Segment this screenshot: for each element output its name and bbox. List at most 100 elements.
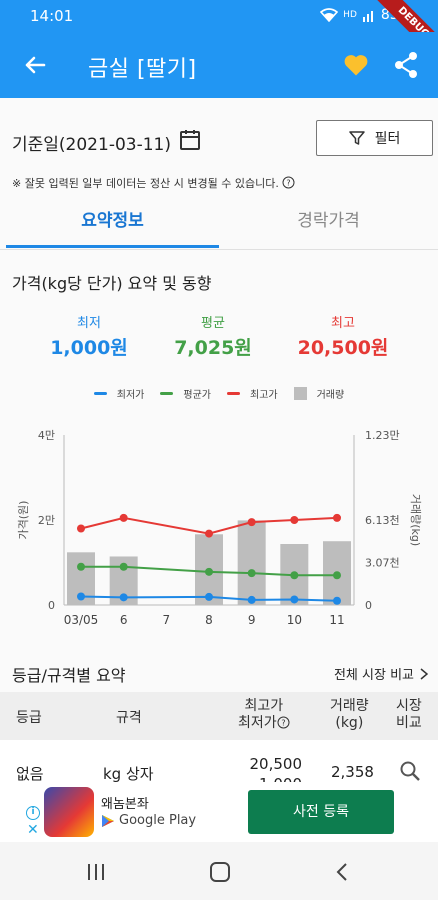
data-point [119, 562, 128, 571]
stat-min-label: 최저 [77, 316, 101, 331]
legend-max-swatch [227, 392, 240, 395]
grade-table-header: 등급 규격 최고가 최저가? 거래량 (kg) 시장 비교 [0, 692, 438, 740]
status-time: 14:01 [30, 7, 74, 25]
x-tick-label: 9 [248, 613, 256, 627]
table-row[interactable]: 없음 kg 상자 20,500 1,000 2,358 [0, 740, 438, 788]
data-point [290, 516, 299, 524]
legend-volume-swatch [293, 387, 307, 400]
x-tick-label: 10 [287, 613, 302, 627]
legend-min[interactable]: 최저가 [93, 386, 144, 401]
data-point [247, 569, 256, 578]
ad-info-icon[interactable]: i [26, 806, 40, 820]
wifi-icon [320, 8, 339, 22]
filter-icon [348, 131, 365, 145]
tab-auction-price[interactable]: 경락가격 [297, 211, 360, 231]
series-line [80, 595, 338, 602]
row-grade: 없음 [16, 765, 44, 783]
ad-title: 왜놈본좌 [101, 797, 149, 812]
home-icon[interactable] [209, 862, 231, 882]
pre-register-button[interactable]: 사전 등록 [248, 790, 394, 834]
data-point [333, 571, 341, 580]
ad-app-logo[interactable] [44, 787, 94, 837]
date-filter-bar: 기준일(2021-03-11) 필터 [0, 98, 438, 166]
calendar-icon[interactable] [178, 128, 202, 152]
google-play-icon [102, 814, 114, 827]
stat-avg-value: 7,025원 [174, 337, 252, 359]
y-left-axis-label: 가격(원) [17, 501, 30, 540]
svg-text:?: ? [287, 179, 291, 188]
data-point [205, 529, 213, 538]
legend-volume[interactable]: 거래량 [293, 386, 344, 401]
legend-avg-swatch [160, 392, 174, 395]
recent-apps-icon[interactable] [86, 863, 106, 881]
y-right-axis-label: 거래량(kg) [409, 494, 422, 546]
header-price: 최고가 최저가? [238, 698, 290, 732]
back-nav-icon[interactable] [335, 862, 349, 882]
stat-avg: 평균 7,025원 [153, 312, 273, 360]
row-volume: 2,358 [331, 763, 374, 781]
stat-max-label: 최고 [331, 316, 355, 331]
header-market: 시장 비교 [396, 698, 422, 731]
search-icon[interactable] [399, 760, 421, 782]
app-bar: 금실 [딸기] [0, 32, 438, 98]
data-point [333, 596, 341, 605]
chevron-right-icon [420, 667, 428, 680]
nav-bar [0, 842, 438, 900]
y-right-tick-label: 0 [365, 599, 372, 612]
data-point [205, 567, 213, 576]
data-point [333, 513, 341, 522]
stat-max: 최고 20,500원 [283, 312, 403, 360]
page-title: 금실 [딸기] [88, 57, 197, 82]
notice-text: ※ 잘못 입력된 일부 데이터는 정산 시 변경될 수 있습니다. ? [12, 175, 295, 191]
signal-icon [362, 11, 373, 22]
x-tick-label: 03/05 [64, 613, 99, 627]
data-point [119, 513, 128, 522]
header-volume: 거래량 (kg) [330, 698, 369, 731]
y-right-tick-label: 1.23만 [365, 429, 400, 442]
heart-icon[interactable] [342, 51, 370, 79]
ad-store: Google Play [101, 813, 196, 828]
data-point [77, 562, 85, 571]
ad-banner[interactable]: i ✕ 왜놈본좌 Google Play 사전 등록 [0, 782, 438, 842]
grade-title: 등급/규격별 요약 [12, 666, 126, 685]
ad-close-icon[interactable]: ✕ [27, 822, 39, 838]
stat-avg-label: 평균 [201, 316, 225, 331]
share-icon[interactable] [393, 50, 419, 80]
y-left-tick-label: 0 [48, 599, 55, 612]
x-tick-label: 6 [120, 613, 128, 627]
x-tick-label: 11 [329, 613, 344, 627]
row-spec: kg 상자 [103, 765, 154, 783]
legend-max[interactable]: 최고가 [227, 386, 278, 401]
filter-label: 필터 [374, 131, 401, 147]
y-left-tick-label: 2만 [38, 514, 55, 527]
tab-bar: 요약정보 경락가격 [0, 198, 438, 250]
tab-summary[interactable]: 요약정보 [6, 198, 219, 248]
price-help-icon[interactable]: ? [277, 716, 290, 729]
x-tick-label: 7 [163, 613, 171, 627]
data-point [205, 592, 213, 601]
data-point [77, 592, 85, 601]
help-icon[interactable]: ? [282, 176, 295, 189]
legend-min-swatch [93, 392, 107, 395]
x-tick-label: 8 [205, 613, 213, 627]
data-point [247, 518, 256, 527]
chart-legend: 최저가 평균가 최고가 거래량 [0, 386, 438, 401]
base-date: 기준일(2021-03-11) [12, 135, 171, 155]
data-point [290, 571, 299, 580]
status-bar: 14:01 HD 85% DEBUG [0, 0, 438, 69]
data-point [290, 595, 299, 604]
legend-avg[interactable]: 평균가 [160, 386, 211, 401]
compare-link[interactable]: 전체 시장 비교 [334, 664, 428, 683]
filter-button[interactable]: 필터 [316, 120, 433, 156]
data-point [119, 593, 128, 602]
data-point [247, 595, 256, 604]
svg-text:?: ? [281, 719, 285, 728]
stat-min: 최저 1,000원 [29, 312, 149, 360]
header-spec: 규격 [116, 710, 142, 726]
network-label: HD [343, 10, 357, 20]
volume-bar [237, 520, 266, 605]
header-grade: 등급 [16, 710, 42, 726]
series-line [81, 565, 337, 577]
arrow-back-icon[interactable] [20, 50, 50, 80]
